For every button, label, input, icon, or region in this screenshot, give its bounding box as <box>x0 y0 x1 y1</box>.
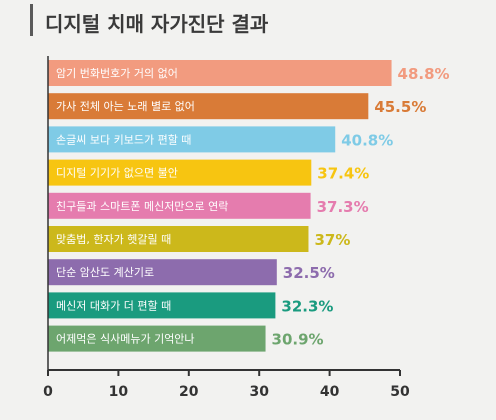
value-label-8: 32.3% <box>281 297 333 315</box>
x-tick-label-20: 20 <box>179 384 199 400</box>
bar-3 <box>48 126 336 153</box>
x-tick-label-0: 0 <box>43 384 53 400</box>
bar-label-3: 손글씨 보다 키보드가 편할 때 <box>56 133 191 146</box>
bar-2 <box>48 93 369 120</box>
value-label-7: 32.5% <box>283 264 335 282</box>
bar-label-8: 메신저 대화가 더 편할 때 <box>56 299 171 312</box>
bar-label-7: 단순 암산도 계산기로 <box>56 266 154 279</box>
bar-8 <box>48 292 276 319</box>
bar-7 <box>48 259 277 286</box>
bar-label-2: 가사 전체 아는 노래 별로 없어 <box>56 100 195 113</box>
bar-label-4: 디지털 기기가 없으면 불안 <box>56 167 178 180</box>
x-tick-label-40: 40 <box>320 384 340 400</box>
value-label-3: 40.8% <box>341 131 393 149</box>
x-tick-label-10: 10 <box>109 384 129 400</box>
title-bar: 디지털 치매 자가진단 결과 <box>30 4 303 36</box>
value-label-9: 30.9% <box>272 331 324 349</box>
bar-label-9: 어제먹은 식사메뉴가 기억안나 <box>56 333 195 346</box>
bar-6 <box>48 226 309 252</box>
value-label-6: 37% <box>314 231 350 249</box>
bar-5 <box>48 192 311 219</box>
value-label-4: 37.4% <box>317 165 369 183</box>
value-label-1: 48.8% <box>398 65 450 83</box>
bar-1 <box>48 60 392 86</box>
value-label-2: 45.5% <box>374 98 426 116</box>
chart-title: 디지털 치매 자가진단 결과 <box>45 12 269 36</box>
bar-label-5: 친구들과 스마트폰 메신저만으로 연락 <box>56 200 228 213</box>
value-label-5: 37.3% <box>317 198 369 216</box>
x-tick-label-50: 50 <box>390 384 410 400</box>
bar-9 <box>48 325 266 352</box>
bar-4 <box>48 159 312 186</box>
x-tick-label-30: 30 <box>249 384 269 400</box>
bar-label-1: 암기 번화번호가 거의 없어 <box>56 67 178 80</box>
bar-label-6: 맞춤법, 한자가 헷갈릴 때 <box>56 232 171 246</box>
